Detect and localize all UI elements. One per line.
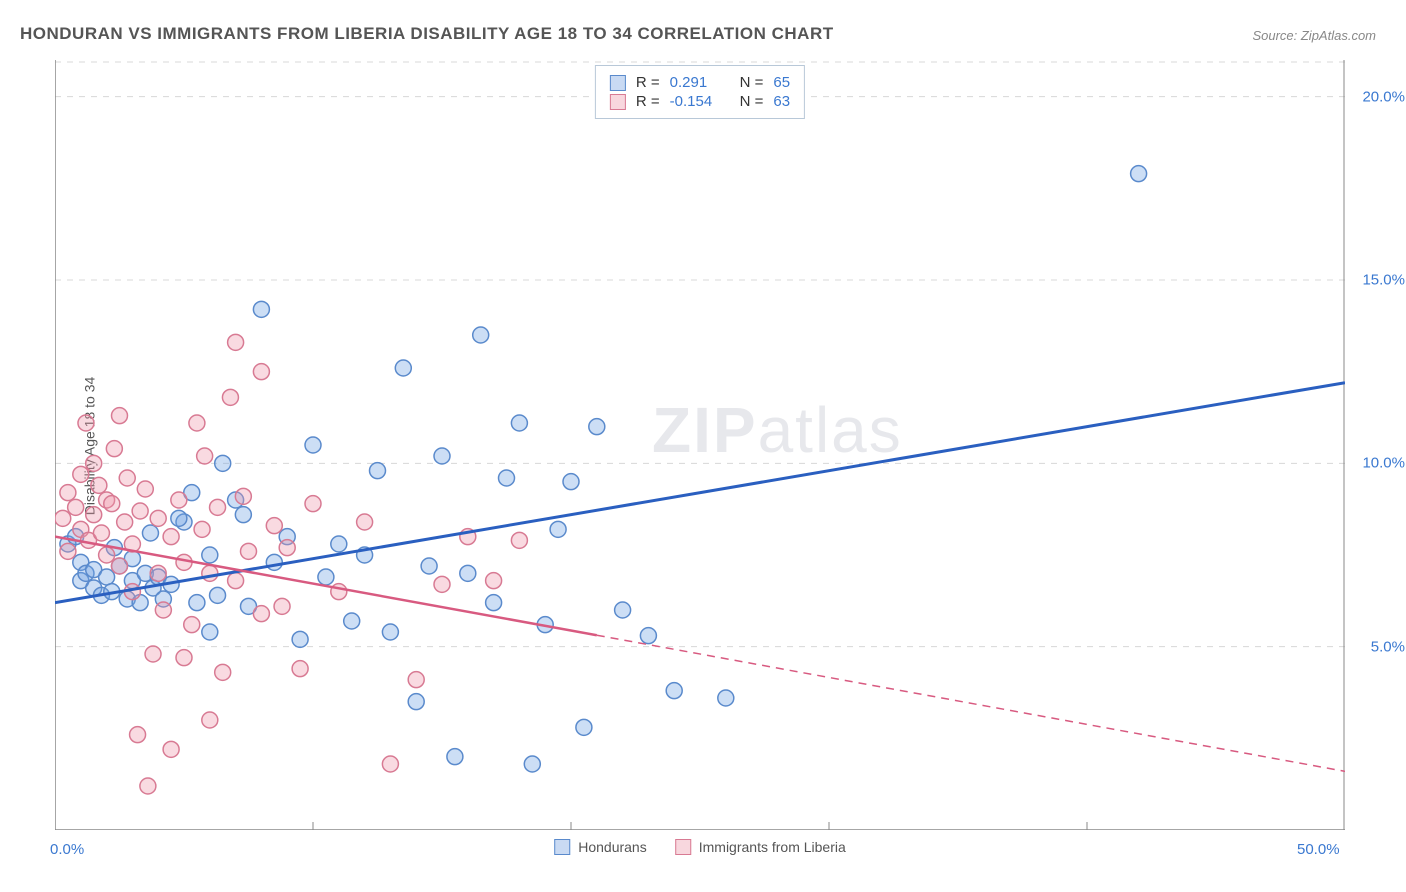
y-tick-label: 20.0%	[1362, 88, 1405, 105]
x-tick-label: 0.0%	[50, 841, 84, 858]
legend-swatch-icon	[675, 839, 691, 855]
legend-swatch-hondurans	[610, 75, 626, 91]
chart-area: ZIPatlas R = 0.291 N = 65 R = -0.154 N =…	[55, 60, 1345, 830]
legend-swatch-liberia	[610, 94, 626, 110]
legend-label: Hondurans	[578, 839, 647, 855]
r-value-hondurans: 0.291	[670, 74, 730, 91]
legend-item-liberia: Immigrants from Liberia	[675, 839, 846, 855]
r-label: R =	[636, 93, 660, 110]
r-label: R =	[636, 74, 660, 91]
legend-swatch-icon	[554, 839, 570, 855]
chart-title: HONDURAN VS IMMIGRANTS FROM LIBERIA DISA…	[20, 24, 834, 44]
y-tick-label: 10.0%	[1362, 455, 1405, 472]
r-value-liberia: -0.154	[670, 93, 730, 110]
legend-series: Hondurans Immigrants from Liberia	[554, 839, 846, 855]
y-tick-label: 5.0%	[1371, 638, 1405, 655]
y-tick-label: 15.0%	[1362, 272, 1405, 289]
n-label: N =	[740, 93, 764, 110]
scatter-plot	[55, 60, 1345, 830]
legend-label: Immigrants from Liberia	[699, 839, 846, 855]
legend-item-hondurans: Hondurans	[554, 839, 647, 855]
source-attribution: Source: ZipAtlas.com	[1252, 28, 1376, 43]
legend-stat-row: R = 0.291 N = 65	[610, 74, 790, 91]
n-value-hondurans: 65	[773, 74, 790, 91]
legend-statistics: R = 0.291 N = 65 R = -0.154 N = 63	[595, 65, 805, 119]
legend-stat-row: R = -0.154 N = 63	[610, 93, 790, 110]
n-value-liberia: 63	[773, 93, 790, 110]
x-tick-label: 50.0%	[1297, 841, 1340, 858]
n-label: N =	[740, 74, 764, 91]
